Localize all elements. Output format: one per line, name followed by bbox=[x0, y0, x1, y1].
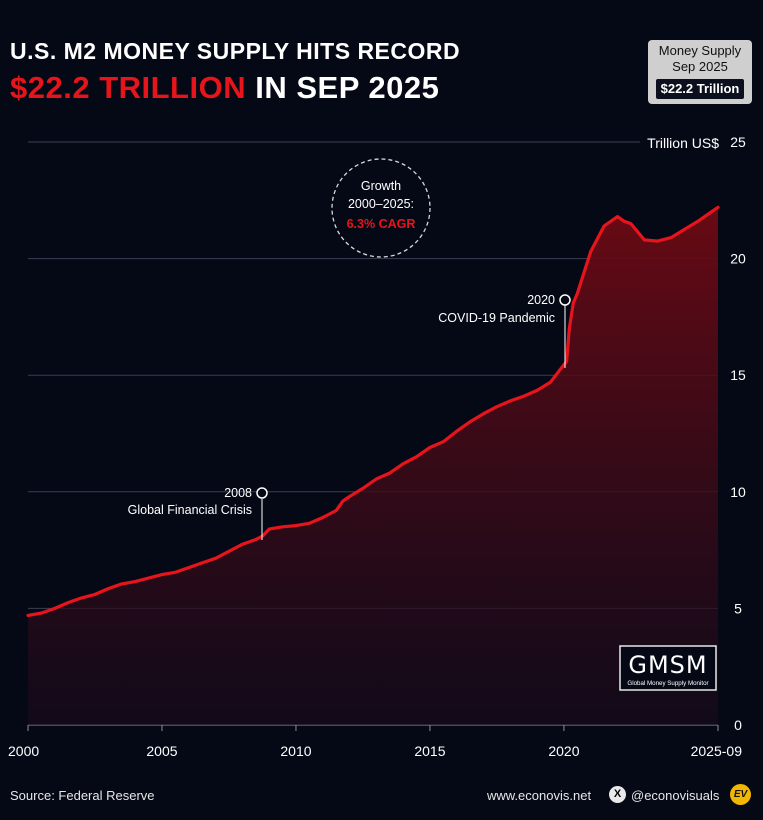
growth-line2: 2000–2025: bbox=[348, 197, 414, 211]
growth-line1: Growth bbox=[361, 179, 401, 193]
latest-value-badge: Money Supply Sep 2025 $22.2 Trillion bbox=[648, 40, 752, 104]
gfc-label: Global Financial Crisis bbox=[128, 503, 252, 517]
x-social-icon[interactable]: X bbox=[609, 786, 626, 803]
x-tick-label: 2020 bbox=[548, 743, 579, 759]
growth-cagr: 6.3% CAGR bbox=[347, 217, 416, 231]
badge-line1: Money Supply bbox=[658, 43, 742, 58]
gmsm-logo-text: GMSM bbox=[628, 651, 707, 679]
gmsm-logo-box bbox=[619, 645, 717, 691]
badge-value: $22.2 Trillion bbox=[655, 79, 745, 99]
y-axis-title: Trillion US$ bbox=[647, 135, 719, 151]
growth-annotation-circle bbox=[331, 158, 431, 258]
x-tick-label: 2015 bbox=[414, 743, 445, 759]
series-area bbox=[28, 207, 718, 726]
y-tick-label: 5 bbox=[734, 600, 742, 616]
chart-title: U.S. M2 MONEY SUPPLY HITS RECORD bbox=[10, 38, 461, 64]
badge-line2: Sep 2025 bbox=[672, 59, 728, 74]
y-tick-label: 0 bbox=[734, 717, 742, 733]
x-tick-label: 2025-09 bbox=[691, 743, 743, 759]
gfc-annotation-marker bbox=[256, 487, 268, 499]
website-link[interactable]: www.econovis.net bbox=[487, 788, 592, 803]
x-tick-label: 2000 bbox=[8, 743, 39, 759]
gmsm-logo-subtext: Global Money Supply Monitor bbox=[627, 680, 708, 687]
highlight-value: $22.2 TRILLION bbox=[10, 70, 247, 105]
chart-subtitle: $22.2 TRILLION IN SEP 2025 bbox=[10, 70, 439, 106]
x-tick-label: 2005 bbox=[146, 743, 177, 759]
y-tick-label: 15 bbox=[730, 367, 746, 383]
subtitle-rest: IN SEP 2025 bbox=[246, 70, 440, 105]
gfc-year: 2008 bbox=[224, 486, 252, 500]
y-tick-label: 10 bbox=[730, 484, 746, 500]
y-tick-label: 20 bbox=[730, 251, 746, 267]
covid-label: COVID-19 Pandemic bbox=[438, 311, 555, 325]
covid-year: 2020 bbox=[527, 293, 555, 307]
social-handle[interactable]: @econovisuals bbox=[631, 788, 720, 803]
series-line bbox=[26, 205, 720, 617]
source-note: Source: Federal Reserve bbox=[10, 788, 155, 803]
y-tick-label: 25 bbox=[730, 134, 746, 150]
covid-annotation-marker bbox=[559, 294, 571, 306]
econovis-logo-icon: EV bbox=[730, 784, 751, 805]
x-tick-label: 2010 bbox=[280, 743, 311, 759]
